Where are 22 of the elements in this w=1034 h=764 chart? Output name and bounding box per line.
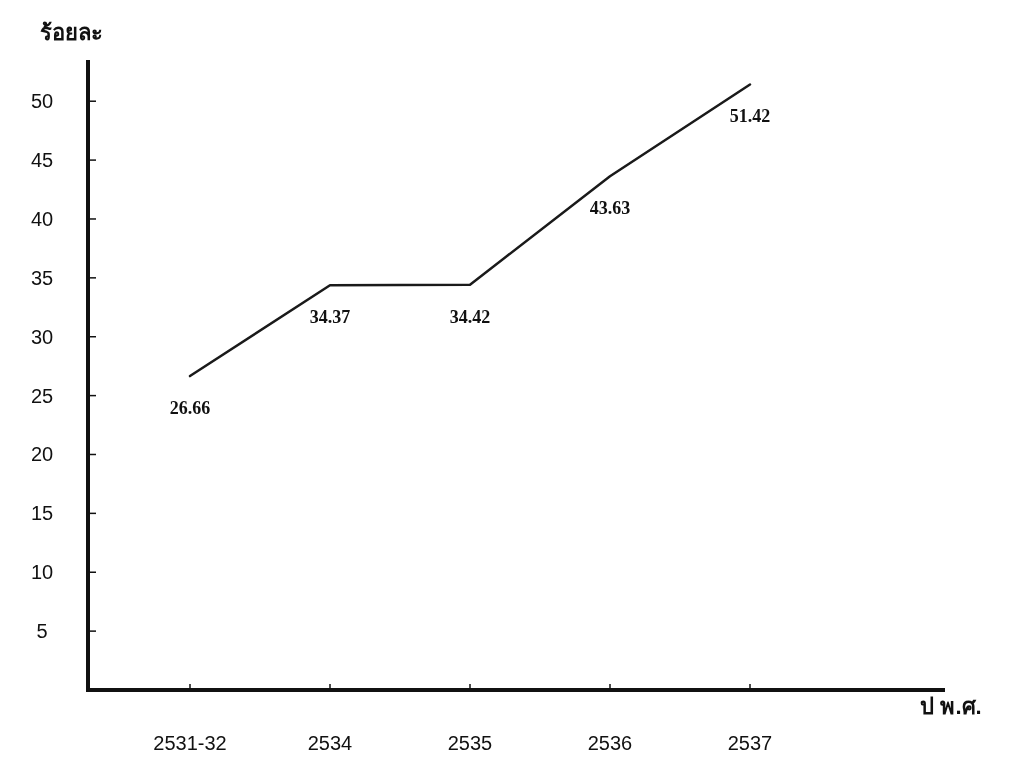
y-tick-label: 15 (30, 502, 54, 525)
x-tick-label: 2536 (587, 732, 633, 754)
x-tick-label: 2534 (307, 732, 353, 754)
y-tick-label: 25 (30, 384, 54, 407)
y-tick-label: 10 (30, 561, 54, 584)
data-label: 34.42 (449, 306, 491, 327)
y-tick-label: 50 (30, 90, 54, 113)
y-tick-label: 45 (30, 149, 54, 172)
y-axis-title: ร้อยละ (40, 20, 103, 45)
data-label: 51.42 (729, 106, 771, 127)
x-tick-label: 2537 (727, 732, 773, 754)
data-label: 43.63 (589, 198, 631, 219)
x-tick-label: 2535 (447, 732, 493, 754)
x-axis-title: ป พ.ศ. (920, 694, 982, 719)
y-tick-label: 40 (30, 207, 54, 230)
y-tick-label: 35 (30, 266, 54, 289)
y-tick-label: 30 (30, 325, 54, 348)
data-label: 34.37 (309, 307, 351, 328)
y-tick-label: 5 (36, 620, 48, 643)
x-tick-label: 2531-32 (153, 732, 227, 754)
data-label: 26.66 (169, 398, 211, 419)
y-tick-label: 20 (30, 443, 54, 466)
